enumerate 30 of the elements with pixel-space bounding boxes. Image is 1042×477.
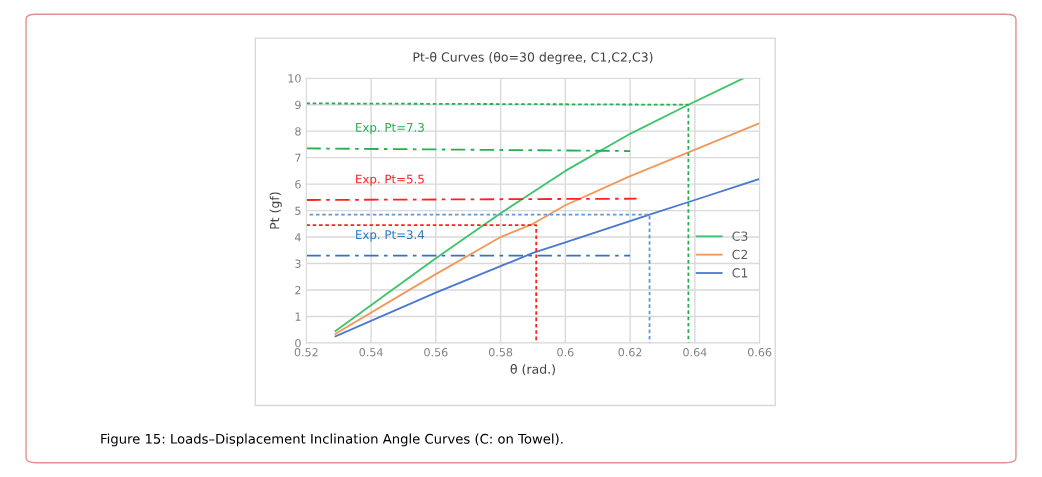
annotation: Exp. Pt=3.4 bbox=[356, 230, 425, 242]
y-tick-label: 2 bbox=[295, 285, 301, 295]
x-tick-label: 0.66 bbox=[747, 348, 772, 357]
x-tick-label: 0.58 bbox=[488, 348, 513, 357]
x-axis-title: θ (rad.) bbox=[510, 364, 555, 376]
legend-label: C2 bbox=[732, 249, 748, 260]
x-tick-label: 0.64 bbox=[683, 348, 707, 357]
annotation: Exp. Pt=7.3 bbox=[356, 122, 424, 135]
y-tick-label: 7 bbox=[295, 153, 301, 162]
y-tick-label: 5 bbox=[295, 206, 301, 215]
y-tick-label: 10 bbox=[288, 74, 301, 83]
y-tick-label: 0 bbox=[295, 338, 301, 348]
chart-title: Pt-θ Curves (θo=30 degree, C1,C2,C3) bbox=[413, 51, 653, 65]
y-tick-label: 6 bbox=[295, 180, 301, 189]
x-tick-label: 0.52 bbox=[294, 348, 318, 357]
x-tick-label: 0.54 bbox=[359, 348, 383, 357]
x-tick-label: 0.6 bbox=[557, 348, 574, 357]
y-axis-title: Pt (gf) bbox=[269, 192, 282, 229]
y-tick-label: 4 bbox=[294, 233, 301, 242]
legend-label: C3 bbox=[732, 231, 748, 241]
caption: Figure 15: Loads–Displacement Inclination Angle Curves (C: on Towel). bbox=[101, 433, 563, 447]
y-tick-label: 8 bbox=[295, 127, 301, 136]
legend-label: C1 bbox=[732, 268, 748, 278]
line-series bbox=[334, 122, 760, 335]
y-tick-label: 1 bbox=[295, 312, 301, 321]
annotation: Exp. Pt=5.5 bbox=[356, 174, 424, 186]
y-tick-label: 9 bbox=[295, 100, 301, 110]
y-tick-label: 3 bbox=[295, 259, 301, 268]
x-tick-label: 0.56 bbox=[424, 348, 448, 357]
x-tick-label: 0.62 bbox=[618, 348, 642, 357]
